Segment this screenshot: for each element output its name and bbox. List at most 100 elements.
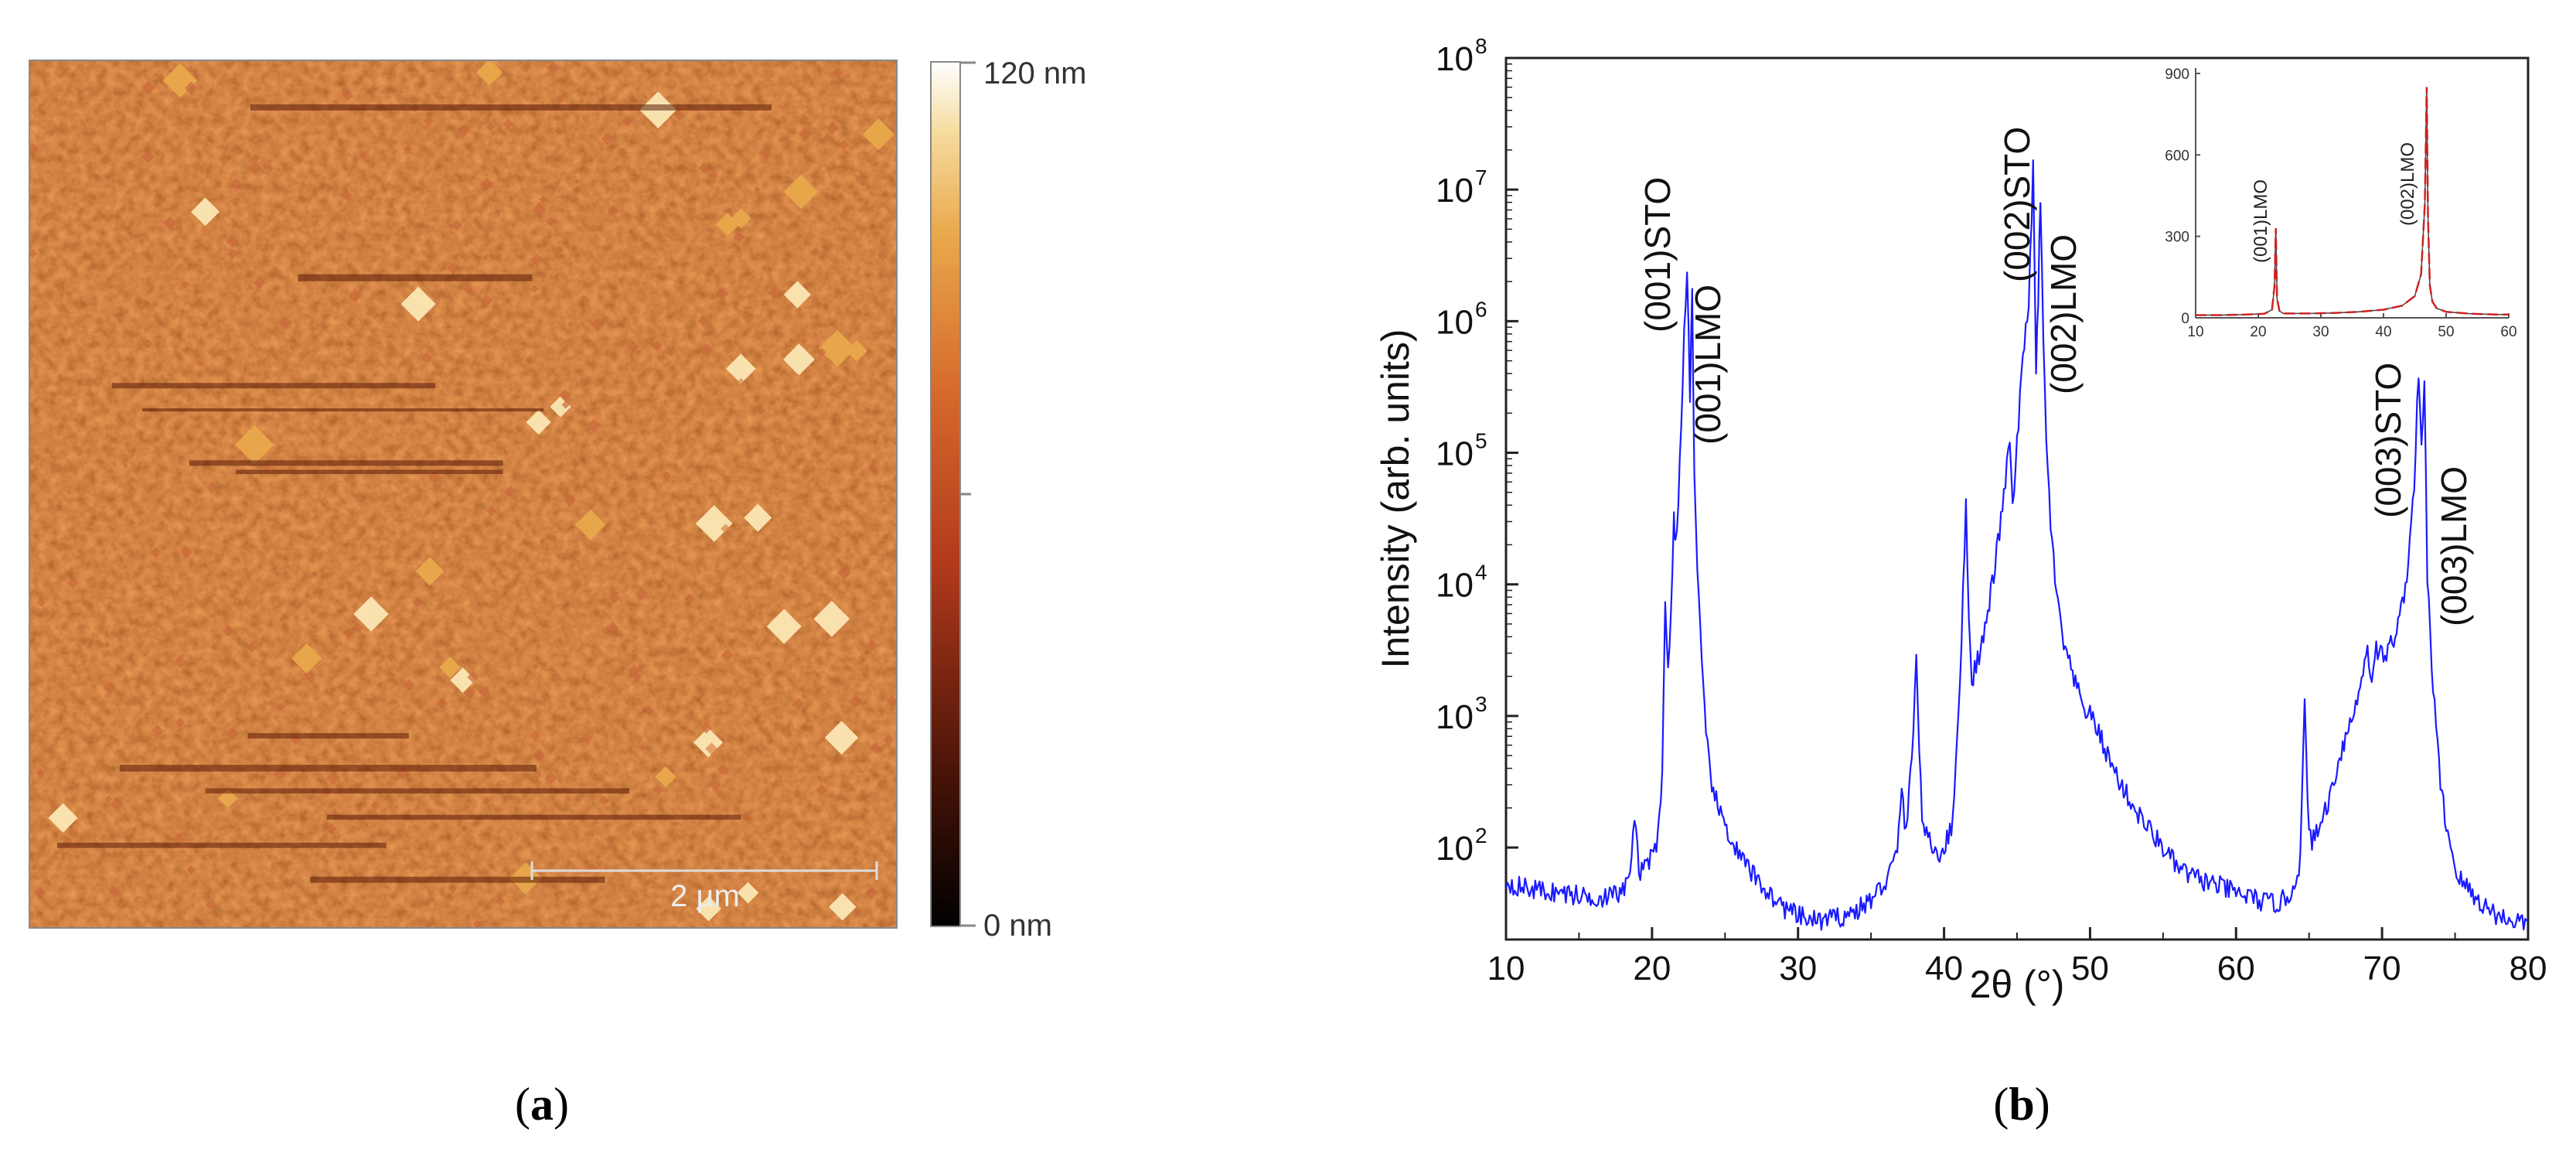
afm-particle — [101, 155, 110, 165]
afm-particle — [386, 815, 399, 827]
afm-particle — [169, 517, 175, 523]
afm-particle — [432, 76, 445, 89]
afm-particle — [437, 240, 442, 246]
afm-particle — [710, 171, 719, 180]
afm-particle — [448, 883, 458, 893]
afm-particle — [792, 170, 803, 181]
afm-particle — [403, 679, 415, 691]
afm-particle — [721, 524, 731, 534]
afm-particle — [475, 300, 483, 309]
afm-particle — [748, 399, 755, 406]
afm-particle — [218, 789, 238, 809]
inset-x-tick-label: 50 — [2438, 324, 2454, 340]
afm-image-texture — [29, 60, 897, 928]
x-tick-label: 50 — [2071, 950, 2109, 987]
afm-particle — [85, 152, 97, 163]
afm-particle — [226, 235, 239, 248]
afm-particle — [79, 385, 88, 394]
afm-dark-streak — [247, 733, 409, 739]
afm-particle — [358, 150, 368, 160]
afm-particle — [708, 778, 721, 791]
afm-particle — [174, 655, 187, 669]
peak-label-002-sto: (002)STO — [1997, 127, 2037, 282]
afm-particle — [799, 835, 809, 845]
afm-particle — [275, 701, 286, 712]
afm-particle — [248, 161, 262, 175]
afm-particle — [400, 267, 408, 275]
afm-particle — [460, 824, 469, 833]
afm-particle — [654, 869, 666, 881]
afm-particle — [702, 334, 711, 343]
afm-particle — [772, 180, 779, 187]
afm-particle — [766, 448, 778, 460]
afm-particle — [94, 331, 107, 345]
afm-particle — [789, 338, 794, 343]
afm-particle — [107, 884, 119, 895]
afm-particle — [129, 265, 142, 279]
afm-particle — [876, 780, 885, 789]
afm-particle — [532, 748, 546, 762]
afm-particle — [110, 171, 117, 177]
inset-x-tick-label: 60 — [2500, 324, 2516, 340]
afm-particle — [664, 206, 671, 213]
afm-particle — [145, 293, 157, 305]
afm-particle — [282, 569, 289, 576]
afm-particle — [877, 251, 888, 261]
afm-particle — [404, 319, 417, 333]
panel-b-label: (b) — [1993, 1079, 2050, 1130]
afm-particle — [638, 743, 647, 752]
afm-particle — [275, 710, 286, 720]
afm-particle — [744, 824, 756, 836]
afm-particle — [366, 309, 373, 316]
afm-particle — [251, 154, 260, 163]
afm-particle — [87, 801, 100, 814]
afm-particle — [540, 538, 545, 544]
afm-particle — [553, 60, 561, 67]
inset-x-ticks: 10 20 30 40 50 60 — [2187, 313, 2517, 340]
afm-particle — [758, 146, 772, 160]
afm-panel: 2 µm 120 nm 0 nm (a) — [29, 56, 1086, 1130]
afm-particle — [696, 770, 702, 776]
y-tick-exponent: 4 — [1475, 561, 1487, 585]
colorbar-min-label: 0 nm — [983, 909, 1052, 943]
afm-particle — [554, 128, 563, 135]
afm-particle — [206, 482, 217, 493]
afm-particle — [848, 694, 863, 708]
afm-particle — [544, 78, 553, 87]
afm-particle — [758, 654, 770, 667]
x-axis-title: 2θ (°) — [1970, 963, 2065, 1006]
afm-particle — [538, 573, 547, 581]
afm-particle — [234, 425, 274, 465]
afm-particle — [291, 643, 322, 674]
afm-dark-streak — [189, 460, 503, 466]
afm-particle — [462, 665, 470, 673]
afm-particle — [526, 409, 551, 435]
afm-particle — [589, 121, 602, 134]
afm-particle — [867, 888, 873, 894]
afm-particle — [726, 434, 737, 445]
afm-particle — [632, 672, 642, 681]
afm-particle — [577, 758, 586, 768]
afm-dark-streak — [326, 814, 741, 820]
afm-particle — [400, 225, 407, 232]
inset-x-tick-label: 10 — [2187, 324, 2203, 340]
afm-particle — [756, 406, 765, 415]
afm-particle — [139, 394, 147, 402]
afm-particle — [150, 547, 162, 559]
afm-particle — [650, 385, 657, 392]
afm-particle — [627, 909, 640, 921]
afm-particle — [717, 258, 730, 271]
afm-particle — [179, 157, 188, 166]
afm-particle — [92, 604, 100, 612]
afm-particle — [571, 459, 581, 469]
afm-particle — [494, 328, 507, 341]
afm-particle — [463, 686, 476, 700]
afm-particle — [644, 705, 654, 716]
afm-particle — [206, 899, 217, 910]
inset-x-tick-label: 40 — [2375, 324, 2391, 340]
afm-particle — [457, 124, 471, 138]
afm-dark-streak — [205, 788, 629, 794]
afm-particle — [525, 356, 534, 365]
